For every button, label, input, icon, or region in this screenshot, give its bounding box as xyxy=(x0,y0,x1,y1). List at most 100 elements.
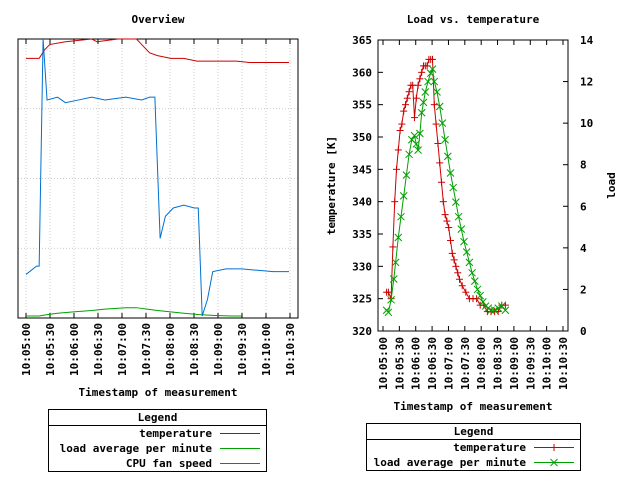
y2-tick-label: 0 xyxy=(580,325,587,338)
legend-swatch-marker xyxy=(550,444,558,451)
data-point xyxy=(387,295,395,304)
data-point xyxy=(405,150,413,159)
data-point xyxy=(412,140,421,148)
data-point xyxy=(411,114,418,122)
load-vs-temperature-chart: Load vs. temperature 320 325 330 335 340 345 35… xyxy=(325,13,618,413)
data-point xyxy=(450,256,458,264)
data-point xyxy=(454,269,462,277)
data-point xyxy=(429,55,436,63)
data-point xyxy=(448,249,456,257)
x-tick-label: 10:05:30 xyxy=(393,337,406,390)
data-point xyxy=(396,127,404,135)
y2-tick-label: 12 xyxy=(580,76,593,89)
data-point xyxy=(393,165,400,173)
data-point xyxy=(402,171,411,179)
x-tick-label: 10:06:00 xyxy=(68,323,81,376)
x-tick-label: 10:10:00 xyxy=(541,337,554,390)
data-point xyxy=(430,77,439,86)
data-point xyxy=(449,183,458,192)
y-axis-label: temperature [K] xyxy=(325,136,338,235)
data-point xyxy=(462,288,470,296)
x-tick-label: 10:05:00 xyxy=(377,337,390,390)
x-axis-label: Timestamp of measurement xyxy=(79,386,238,399)
data-point xyxy=(443,152,452,161)
data-point xyxy=(434,139,442,147)
y-tick-label: 340 xyxy=(352,196,372,209)
data-point xyxy=(400,107,408,115)
x-tick-label: 10:09:00 xyxy=(212,323,225,376)
data-point xyxy=(421,88,430,96)
y-tick-label: 355 xyxy=(352,99,372,112)
data-point xyxy=(441,135,449,144)
y-tick-label: 365 xyxy=(352,34,372,47)
data-point xyxy=(501,306,510,315)
x-tick-label: 10:10:30 xyxy=(557,337,570,390)
load-vs-temperature-legend-title: Legend xyxy=(367,424,580,440)
data-point xyxy=(384,308,393,317)
x-tick-label: 10:07:30 xyxy=(140,323,153,376)
series-line-CPU-fan-speed xyxy=(25,38,289,317)
data-point xyxy=(418,68,426,76)
y2-tick-label: 2 xyxy=(580,283,587,296)
data-point xyxy=(438,178,445,186)
data-point xyxy=(399,192,408,200)
x-tick-label: 10:05:30 xyxy=(44,323,57,376)
data-point xyxy=(438,119,447,127)
load-vs-temperature-legend-label: load average per minute xyxy=(373,456,526,469)
data-point xyxy=(452,198,460,206)
load-vs-temperature-legend-label: temperature xyxy=(453,441,526,454)
x-tick-label: 10:07:00 xyxy=(442,337,455,390)
x-tick-label: 10:05:00 xyxy=(20,323,33,376)
y-tick-label: 325 xyxy=(352,293,372,306)
data-point xyxy=(476,291,485,300)
plot-border xyxy=(377,39,569,332)
data-point xyxy=(454,212,463,221)
overview-legend-item-temperature: temperature xyxy=(49,426,266,441)
y-tick-label: 335 xyxy=(352,228,372,241)
data-point xyxy=(456,275,463,283)
legend-swatch-marker xyxy=(550,458,558,467)
x-tick-label: 10:06:00 xyxy=(410,337,423,390)
data-point xyxy=(416,75,424,83)
data-point xyxy=(426,69,435,78)
y-tick-label: 350 xyxy=(352,131,372,144)
data-point xyxy=(494,304,503,312)
data-point xyxy=(465,258,474,267)
series-line-temperature xyxy=(26,38,289,64)
data-point xyxy=(487,306,495,315)
data-point xyxy=(452,262,460,270)
x-tick-label: 10:07:30 xyxy=(459,337,472,390)
y-tick-label: 360 xyxy=(352,66,372,79)
data-point xyxy=(490,306,499,315)
data-point xyxy=(394,233,403,242)
x-tick-label: 10:09:30 xyxy=(236,323,249,376)
data-point xyxy=(470,277,479,285)
data-point xyxy=(384,288,392,296)
y2-tick-label: 8 xyxy=(580,159,587,172)
y2-tick-label: 4 xyxy=(580,242,587,255)
overview-legend: Legend temperature load average per minu… xyxy=(48,409,267,472)
data-point xyxy=(436,159,444,167)
data-point xyxy=(403,94,411,102)
load-vs-temperature-legend-item-load: load average per minute xyxy=(367,455,580,470)
data-point xyxy=(394,146,402,154)
chart-title: Overview xyxy=(132,13,185,26)
data-point xyxy=(424,77,432,86)
x-tick-label: 10:08:00 xyxy=(164,323,177,376)
data-point xyxy=(402,101,409,109)
data-point xyxy=(468,268,476,277)
data-point xyxy=(445,224,453,232)
data-point xyxy=(433,88,441,96)
data-point xyxy=(430,101,438,109)
data-point xyxy=(443,217,451,225)
x-tick-label: 10:09:00 xyxy=(508,337,521,390)
data-point xyxy=(458,282,466,290)
y2-axis-label: load xyxy=(605,172,618,199)
data-point xyxy=(428,65,437,73)
x-tick-label: 10:08:00 xyxy=(475,337,488,390)
data-point xyxy=(439,198,447,206)
overview-legend-item-fan: CPU fan speed xyxy=(49,456,266,471)
overview-legend-label: CPU fan speed xyxy=(125,457,212,470)
data-point xyxy=(417,108,426,117)
